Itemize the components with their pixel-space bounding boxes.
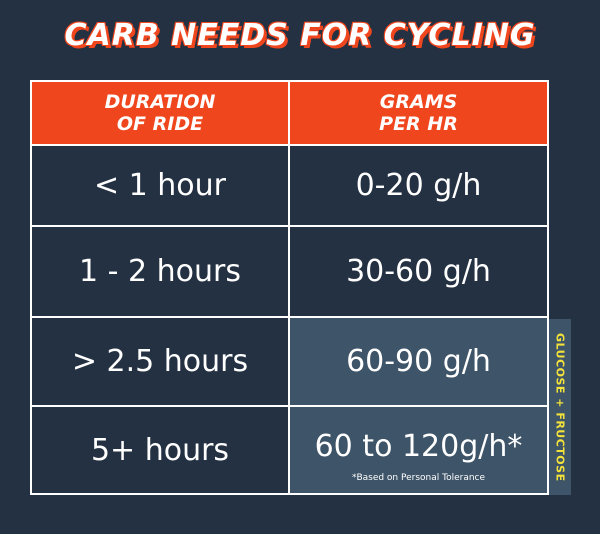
header-duration: DURATION OF RIDE	[32, 82, 288, 144]
side-label: GLUCOSE + FRUCTOSE	[553, 332, 567, 482]
header-grams: GRAMS PER HR	[290, 82, 547, 144]
header-grams-line2: PER HR	[379, 113, 458, 135]
row-3-duration: > 2.5 hours	[71, 344, 249, 379]
header-duration-line1: DURATION	[104, 91, 216, 113]
row-1-grams: 0-20 g/h	[355, 168, 482, 203]
side-label-tab: GLUCOSE + FRUCTOSE	[549, 319, 571, 495]
row-4-duration: 5+ hours	[90, 432, 230, 468]
header-duration-line2: OF RIDE	[116, 113, 204, 135]
row-2-grams: 30-60 g/h	[346, 254, 491, 289]
row-4-grams: 60 to 120g/h*	[314, 428, 523, 464]
row-4-grams-cell: 60 to 120g/h* *Based on Personal Toleran…	[290, 407, 547, 493]
page-title: CARB NEEDS FOR CYCLING	[64, 18, 536, 53]
row-1-duration: < 1 hour	[93, 168, 226, 203]
column-divider	[288, 82, 290, 493]
footnote: *Based on Personal Tolerance	[351, 473, 486, 483]
row-2-duration: 1 - 2 hours	[79, 254, 241, 289]
carb-table: DURATION OF RIDE GRAMS PER HR < 1 hour 0…	[30, 80, 549, 495]
header-grams-line1: GRAMS	[379, 91, 458, 113]
row-3-grams: 60-90 g/h	[290, 318, 547, 405]
